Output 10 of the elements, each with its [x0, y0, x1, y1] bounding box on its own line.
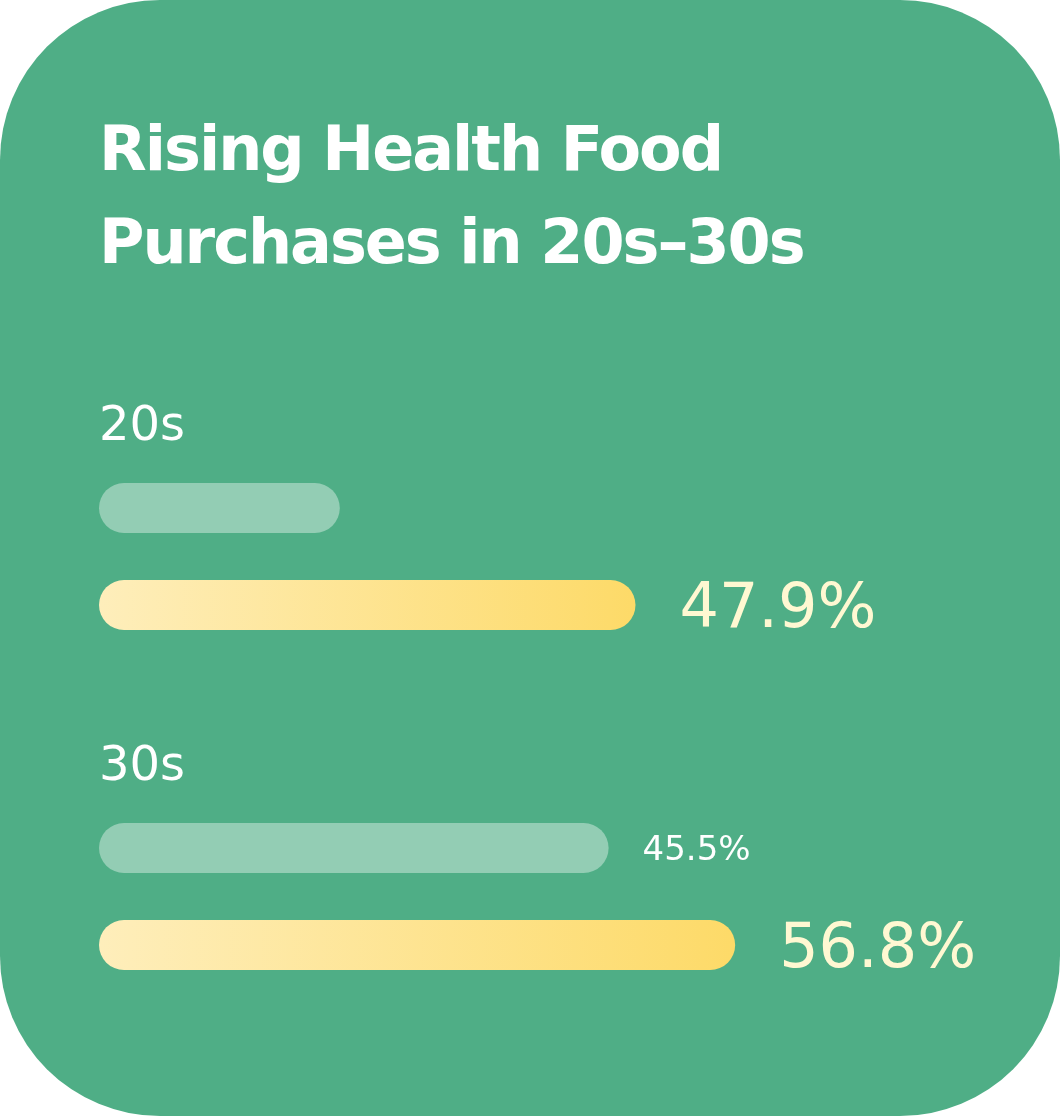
bar: [99, 823, 609, 873]
bar: [99, 920, 736, 970]
bar: [99, 483, 340, 533]
bar: [99, 580, 636, 630]
data-label: 45.5%: [642, 828, 751, 869]
data-label: 47.9%: [679, 569, 877, 643]
data-label: 56.8%: [779, 909, 977, 983]
chart-title: Rising Health Food Purchases in 20s–30s: [99, 112, 804, 278]
y-tick-label: 20s: [99, 395, 186, 451]
y-tick-label: 30s: [99, 735, 186, 791]
